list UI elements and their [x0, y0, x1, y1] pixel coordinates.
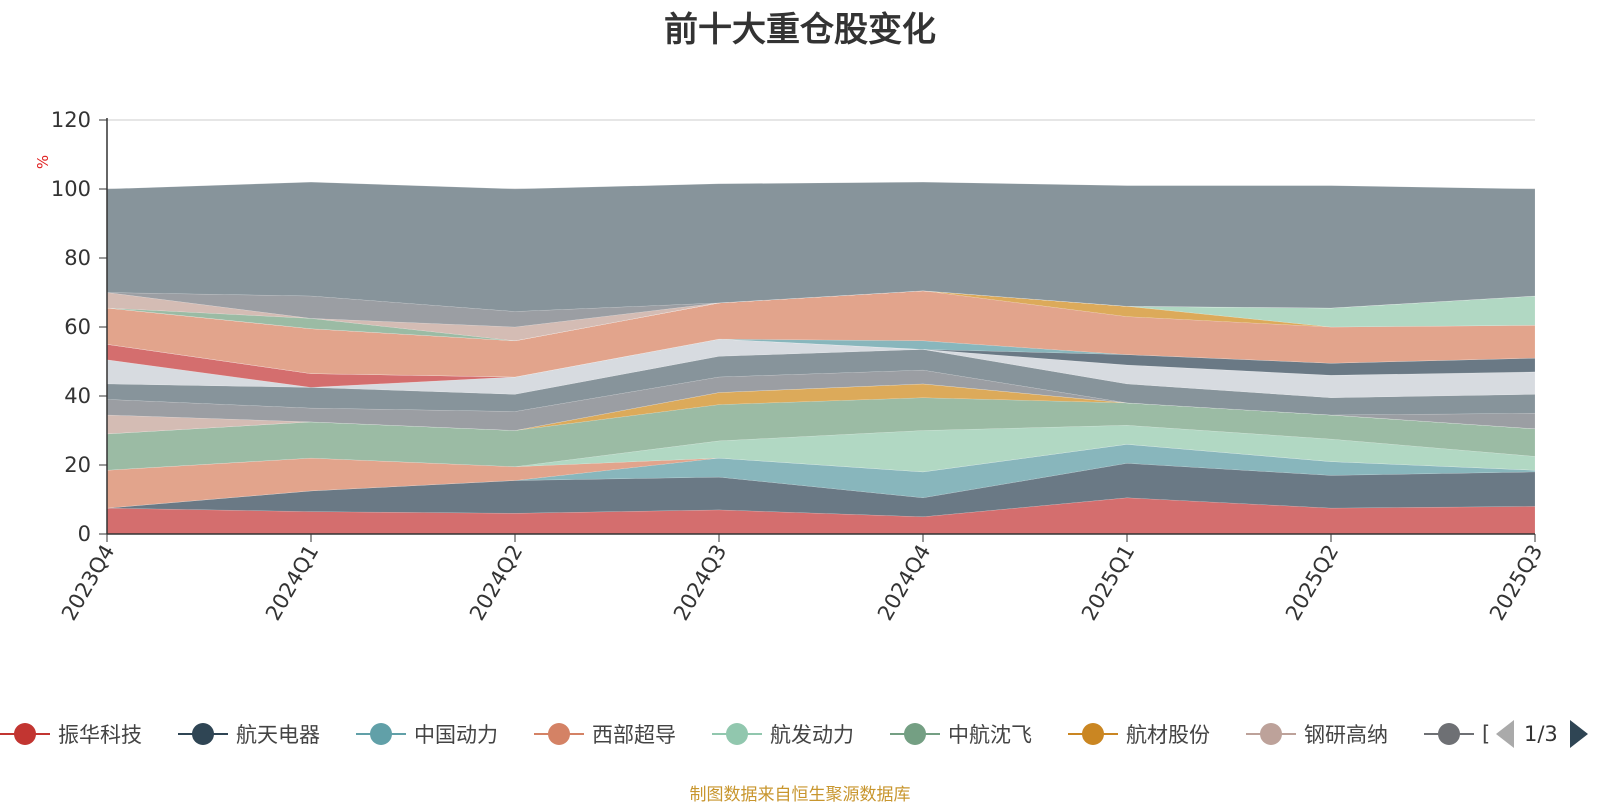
legend-marker-icon: [1246, 722, 1296, 746]
legend-pager: 1/3: [1496, 714, 1600, 754]
legend-next-page-icon[interactable]: [1569, 720, 1588, 748]
x-tick-label: 2025Q3: [1485, 541, 1547, 625]
legend-label: 航发动力: [770, 723, 854, 747]
legend-marker-icon: [0, 722, 50, 746]
stacked-area-chart: 0 20 40 60 80 100 120 2023Q4 2024Q1 2024Q2 2024Q3 2…: [34, 108, 1547, 625]
x-tick-label: 2024Q4: [873, 541, 935, 625]
x-tick-label: 2023Q4: [57, 541, 119, 625]
y-tick-label: 80: [64, 246, 91, 270]
x-tick-label: 2025Q1: [1077, 541, 1139, 625]
area-series-group: [106, 181, 1536, 535]
legend-item[interactable]: 航材股份: [1068, 714, 1210, 754]
y-tick-label: 100: [51, 177, 91, 201]
x-tick-label: 2024Q3: [669, 541, 731, 625]
legend-item[interactable]: 中航沈飞: [890, 714, 1032, 754]
legend-marker-icon: [534, 722, 584, 746]
legend-marker-icon: [1424, 722, 1474, 746]
chart-title: 前十大重仓股变化: [664, 10, 936, 50]
legend-label: 中国动力: [414, 723, 498, 747]
legend-item[interactable]: 航天电器: [178, 714, 320, 754]
legend-label: 中航沈飞: [948, 723, 1032, 747]
y-tick-label: 120: [51, 108, 91, 132]
legend-marker-icon: [712, 722, 762, 746]
legend: 振华科技 航天电器 中国动力 西部超导 航发动力 中航沈飞 航材股份 钢研高纳 [: [0, 714, 1490, 754]
area-series-17: [106, 290, 1536, 342]
legend-item[interactable]: 西部超导: [534, 714, 676, 754]
y-axis-label: %: [34, 155, 52, 169]
legend-marker-icon: [890, 722, 940, 746]
legend-page-indicator: 1/3: [1524, 722, 1558, 746]
legend-item[interactable]: 中国动力: [356, 714, 498, 754]
legend-marker-icon: [178, 722, 228, 746]
legend-item[interactable]: [: [1424, 714, 1490, 754]
source-note: 制图数据来自恒生聚源数据库: [689, 785, 911, 805]
x-tick-label: 2024Q2: [465, 541, 527, 625]
area-series-21: [106, 181, 1536, 312]
legend-marker-icon: [1068, 722, 1118, 746]
legend-item[interactable]: 振华科技: [0, 714, 142, 754]
x-tick-label: 2025Q2: [1281, 541, 1343, 625]
area-series-10: [106, 349, 1536, 416]
legend-prev-page-icon[interactable]: [1496, 720, 1514, 748]
legend-item[interactable]: 航发动力: [712, 714, 854, 754]
legend-label: 航天电器: [236, 723, 320, 747]
x-tick-label: 2024Q1: [261, 541, 323, 625]
y-tick-label: 0: [78, 522, 91, 546]
legend-label: 钢研高纳: [1304, 723, 1388, 747]
legend-label: 航材股份: [1126, 723, 1210, 747]
legend-label: 振华科技: [58, 723, 142, 747]
y-tick-label: 60: [64, 315, 91, 339]
y-tick-label: 40: [64, 384, 91, 408]
legend-label: [: [1482, 722, 1490, 746]
legend-marker-icon: [356, 722, 406, 746]
legend-label: 西部超导: [592, 723, 676, 747]
legend-item[interactable]: 钢研高纳: [1246, 714, 1388, 754]
y-tick-label: 20: [64, 453, 91, 477]
